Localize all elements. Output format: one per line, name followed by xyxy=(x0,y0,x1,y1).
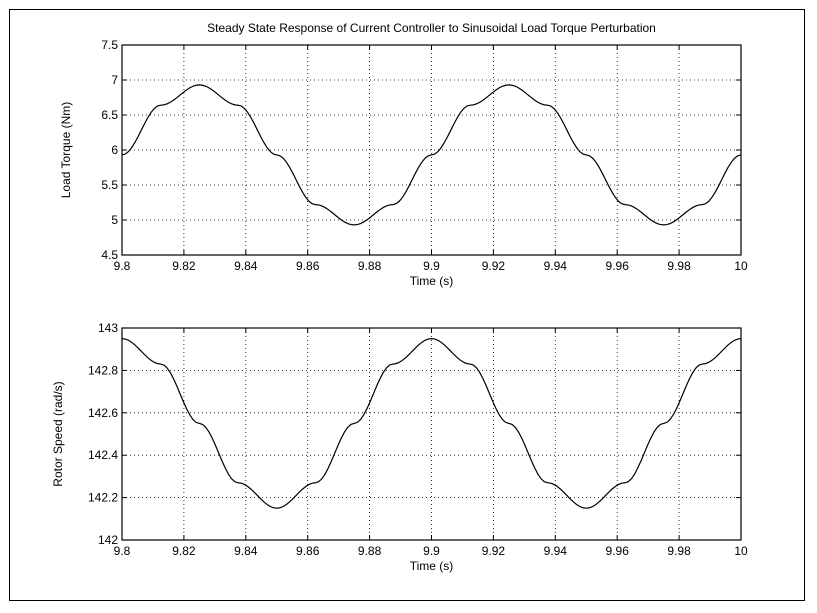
y-tick-label: 5 xyxy=(111,213,118,227)
y-tick-label: 142.8 xyxy=(88,363,118,377)
y-tick-label: 142 xyxy=(98,533,118,547)
subplot-1: 9.8 9.82 9.84 9.86 9.88 9.9 9.92 9.94 9.96 9.98 10… xyxy=(59,21,748,288)
subplot-2: 9.8 9.82 9.84 9.86 9.88 9.9 9.92 9.94 9.96 9.98 10… xyxy=(51,321,748,573)
x-tick-label: 9.96 xyxy=(606,259,630,273)
x-tick-label: 9.92 xyxy=(482,544,506,558)
y-tick-label: 6 xyxy=(111,143,118,157)
plot-area-box xyxy=(121,327,742,541)
x-axis-label: Time (s) xyxy=(410,559,454,573)
y-axis-label: Load Torque (Nm) xyxy=(59,102,73,199)
y-axis-label: Rotor Speed (rad/s) xyxy=(51,381,65,486)
x-tick-label: 9.84 xyxy=(234,259,258,273)
x-tick-label: 9.92 xyxy=(482,259,506,273)
chart-title: Steady State Response of Current Control… xyxy=(207,21,656,35)
x-tick-label: 9.88 xyxy=(358,544,382,558)
x-tick-label: 9.96 xyxy=(606,544,630,558)
x-tick-label: 9.8 xyxy=(114,544,131,558)
x-tick-label: 9.82 xyxy=(172,259,196,273)
y-tick-label: 7 xyxy=(111,73,118,87)
y-tick-label: 142.6 xyxy=(88,406,118,420)
plot-area-box xyxy=(121,44,742,256)
series-line-1 xyxy=(121,337,742,509)
y-tick-label: 5.5 xyxy=(101,178,118,192)
x-tick-label: 9.98 xyxy=(667,259,691,273)
y-tick-label: 142.2 xyxy=(88,491,118,505)
x-tick-label: 9.9 xyxy=(423,259,440,273)
y-tick-label: 4.5 xyxy=(101,248,118,262)
x-axis-label: Time (s) xyxy=(410,274,454,288)
x-tick-label: 10 xyxy=(734,544,748,558)
series-line-1 xyxy=(121,84,742,226)
x-tick-label: 9.98 xyxy=(667,544,691,558)
x-tick-label: 9.9 xyxy=(423,544,440,558)
figure-frame xyxy=(9,9,805,601)
x-tick-label: 9.88 xyxy=(358,259,382,273)
y-tick-label: 6.5 xyxy=(101,108,118,122)
x-tick-label: 9.94 xyxy=(544,259,568,273)
x-tick-label: 10 xyxy=(734,259,748,273)
x-tick-label: 9.86 xyxy=(296,259,320,273)
x-tick-label: 9.86 xyxy=(296,544,320,558)
y-tick-label: 143 xyxy=(98,321,118,335)
x-tick-label: 9.94 xyxy=(544,544,568,558)
x-tick-label: 9.82 xyxy=(172,544,196,558)
x-tick-label: 9.84 xyxy=(234,544,258,558)
y-tick-label: 142.4 xyxy=(88,448,118,462)
x-tick-label: 9.8 xyxy=(114,259,131,273)
y-tick-label: 7.5 xyxy=(101,38,118,52)
